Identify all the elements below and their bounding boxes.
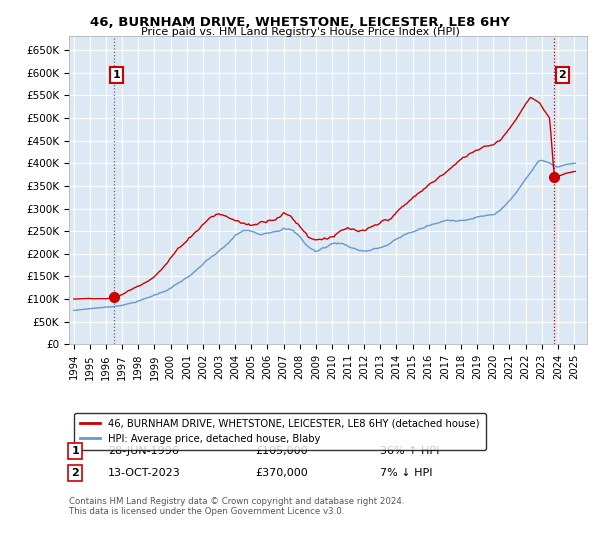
Text: 46, BURNHAM DRIVE, WHETSTONE, LEICESTER, LE8 6HY: 46, BURNHAM DRIVE, WHETSTONE, LEICESTER,… — [90, 16, 510, 29]
Text: Contains HM Land Registry data © Crown copyright and database right 2024.
This d: Contains HM Land Registry data © Crown c… — [69, 497, 404, 516]
Text: 2: 2 — [71, 468, 79, 478]
Text: £105,000: £105,000 — [256, 446, 308, 456]
Text: Price paid vs. HM Land Registry's House Price Index (HPI): Price paid vs. HM Land Registry's House … — [140, 27, 460, 37]
Text: 13-OCT-2023: 13-OCT-2023 — [108, 468, 181, 478]
Legend: 46, BURNHAM DRIVE, WHETSTONE, LEICESTER, LE8 6HY (detached house), HPI: Average : 46, BURNHAM DRIVE, WHETSTONE, LEICESTER,… — [74, 413, 485, 450]
Text: 1: 1 — [71, 446, 79, 456]
Text: 1: 1 — [113, 70, 121, 80]
Text: 36% ↑ HPI: 36% ↑ HPI — [380, 446, 439, 456]
Text: £370,000: £370,000 — [256, 468, 308, 478]
Text: 7% ↓ HPI: 7% ↓ HPI — [380, 468, 432, 478]
Text: 2: 2 — [559, 70, 566, 80]
Text: 28-JUN-1996: 28-JUN-1996 — [108, 446, 179, 456]
